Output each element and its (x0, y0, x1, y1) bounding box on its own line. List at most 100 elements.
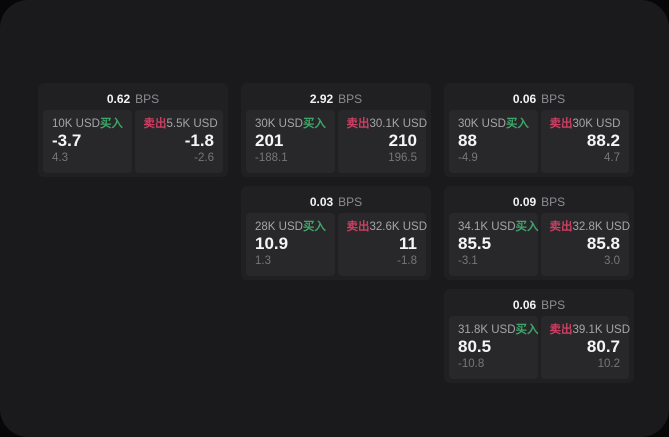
buy-sell-panels: 10K USD 买入 -3.7 4.3 卖出 5.5K USD -1.8 -2.… (43, 110, 223, 173)
card-header: 0.09 BPS (449, 191, 629, 213)
sell-panel[interactable]: 卖出 32.8K USD 85.8 3.0 (540, 213, 631, 276)
buy-panel[interactable]: 31.8K USD 买入 80.5 -10.8 (449, 316, 539, 379)
bps-unit-label: BPS (541, 92, 566, 106)
bps-spread-value: 2.92 (309, 92, 334, 106)
sell-panel[interactable]: 卖出 30K USD 88.2 4.7 (540, 110, 629, 173)
buy-panel-header: 30K USD 买入 (255, 117, 326, 131)
sell-panel[interactable]: 卖出 32.6K USD 11 -1.8 (337, 213, 428, 276)
sell-panel[interactable]: 卖出 5.5K USD -1.8 -2.6 (134, 110, 223, 173)
sell-side-label: 卖出 (549, 324, 573, 336)
buy-panel-header: 30K USD 买入 (458, 117, 529, 131)
sell-side-label: 卖出 (549, 118, 573, 130)
sell-amount: 32.8K USD (572, 221, 631, 233)
sell-amount: 32.6K USD (369, 221, 428, 233)
sell-panel[interactable]: 卖出 39.1K USD 80.7 10.2 (540, 316, 631, 379)
buy-side-label: 买入 (302, 221, 326, 233)
sell-side-label: 卖出 (143, 118, 167, 130)
buy-sub-value: -10.8 (458, 358, 485, 370)
buy-amount: 34.1K USD (458, 221, 516, 233)
buy-sell-panels: 28K USD 买入 10.9 1.3 卖出 32.6K USD 11 -1.8 (246, 213, 428, 276)
sell-panel-header: 卖出 32.8K USD (549, 220, 631, 234)
buy-sell-panels: 34.1K USD 买入 85.5 -3.1 卖出 32.8K USD 85.8… (449, 213, 631, 276)
quote-card: 0.09 BPS 34.1K USD 买入 85.5 -3.1 卖出 32.8K… (444, 186, 634, 280)
buy-panel[interactable]: 28K USD 买入 10.9 1.3 (246, 213, 335, 276)
sell-amount: 30K USD (572, 118, 621, 130)
buy-sub-value: 4.3 (52, 152, 68, 164)
bps-unit-label: BPS (541, 195, 566, 209)
bps-spread-value: 0.06 (512, 92, 537, 106)
quote-card: 0.62 BPS 10K USD 买入 -3.7 4.3 卖出 5.5K USD… (38, 83, 228, 177)
buy-price: 85.5 (458, 234, 492, 253)
quote-cards-grid: 0.62 BPS 10K USD 买入 -3.7 4.3 卖出 5.5K USD… (38, 83, 634, 383)
buy-amount: 28K USD (255, 221, 303, 233)
bps-unit-label: BPS (541, 298, 566, 312)
sell-panel[interactable]: 卖出 30.1K USD 210 196.5 (337, 110, 428, 173)
quote-card: 2.92 BPS 30K USD 买入 201 -188.1 卖出 30.1K … (241, 83, 431, 177)
sell-sub-value: 3.0 (604, 255, 620, 267)
buy-side-label: 买入 (505, 118, 529, 130)
sell-price: 88.2 (586, 131, 620, 150)
sell-sub-value: 4.7 (604, 152, 620, 164)
sell-price: 210 (388, 131, 417, 150)
buy-side-label: 买入 (515, 221, 539, 233)
buy-panel[interactable]: 30K USD 买入 88 -4.9 (449, 110, 538, 173)
buy-panel-header: 34.1K USD 买入 (458, 220, 539, 234)
sell-panel-header: 卖出 39.1K USD (549, 323, 631, 337)
card-header: 0.03 BPS (246, 191, 426, 213)
buy-sell-panels: 30K USD 买入 88 -4.9 卖出 30K USD 88.2 4.7 (449, 110, 629, 173)
bps-unit-label: BPS (135, 92, 160, 106)
bps-unit-label: BPS (338, 195, 363, 209)
buy-sub-value: -188.1 (255, 152, 288, 164)
buy-amount: 10K USD (52, 118, 100, 130)
buy-side-label: 买入 (302, 118, 326, 130)
sell-price: 85.8 (586, 234, 620, 253)
buy-sub-value: -3.1 (458, 255, 478, 267)
sell-panel-header: 卖出 5.5K USD (143, 117, 218, 131)
buy-amount: 30K USD (255, 118, 303, 130)
buy-price: 88 (458, 131, 477, 150)
bps-spread-value: 0.06 (512, 298, 537, 312)
sell-sub-value: -1.8 (397, 255, 417, 267)
sell-side-label: 卖出 (346, 221, 370, 233)
bps-spread-value: 0.62 (106, 92, 131, 106)
card-header: 2.92 BPS (246, 88, 426, 110)
buy-price: -3.7 (52, 131, 82, 150)
buy-panel-header: 10K USD 买入 (52, 117, 123, 131)
sell-sub-value: 196.5 (388, 152, 417, 164)
sell-panel-header: 卖出 30.1K USD (346, 117, 428, 131)
buy-sub-value: 1.3 (255, 255, 271, 267)
sell-sub-value: 10.2 (597, 358, 620, 370)
card-header: 0.62 BPS (43, 88, 223, 110)
buy-panel-header: 28K USD 买入 (255, 220, 326, 234)
buy-price: 10.9 (255, 234, 289, 253)
sell-price: -1.8 (184, 131, 214, 150)
buy-side-label: 买入 (99, 118, 123, 130)
bps-unit-label: BPS (338, 92, 363, 106)
sell-amount: 30.1K USD (369, 118, 428, 130)
card-header: 0.06 BPS (449, 294, 629, 316)
buy-panel[interactable]: 34.1K USD 买入 85.5 -3.1 (449, 213, 539, 276)
sell-price: 11 (399, 234, 417, 253)
buy-panel-header: 31.8K USD 买入 (458, 323, 539, 337)
buy-amount: 31.8K USD (458, 324, 516, 336)
sell-amount: 5.5K USD (166, 118, 218, 130)
buy-panel[interactable]: 30K USD 买入 201 -188.1 (246, 110, 335, 173)
buy-sell-panels: 31.8K USD 买入 80.5 -10.8 卖出 39.1K USD 80.… (449, 316, 631, 379)
quote-card: 0.03 BPS 28K USD 买入 10.9 1.3 卖出 32.6K US… (241, 186, 431, 280)
quote-card: 0.06 BPS 31.8K USD 买入 80.5 -10.8 卖出 39.1… (444, 289, 634, 383)
buy-sub-value: -4.9 (458, 152, 478, 164)
sell-price: 80.7 (586, 337, 620, 356)
sell-side-label: 卖出 (346, 118, 370, 130)
buy-panel[interactable]: 10K USD 买入 -3.7 4.3 (43, 110, 132, 173)
buy-side-label: 买入 (515, 324, 539, 336)
sell-sub-value: -2.6 (194, 152, 214, 164)
buy-price: 201 (255, 131, 284, 150)
sell-side-label: 卖出 (549, 221, 573, 233)
buy-amount: 30K USD (458, 118, 506, 130)
sell-panel-header: 卖出 32.6K USD (346, 220, 428, 234)
sell-panel-header: 卖出 30K USD (550, 117, 621, 131)
bps-spread-value: 0.03 (309, 195, 334, 209)
card-header: 0.06 BPS (449, 88, 629, 110)
buy-sell-panels: 30K USD 买入 201 -188.1 卖出 30.1K USD 210 1… (246, 110, 428, 173)
